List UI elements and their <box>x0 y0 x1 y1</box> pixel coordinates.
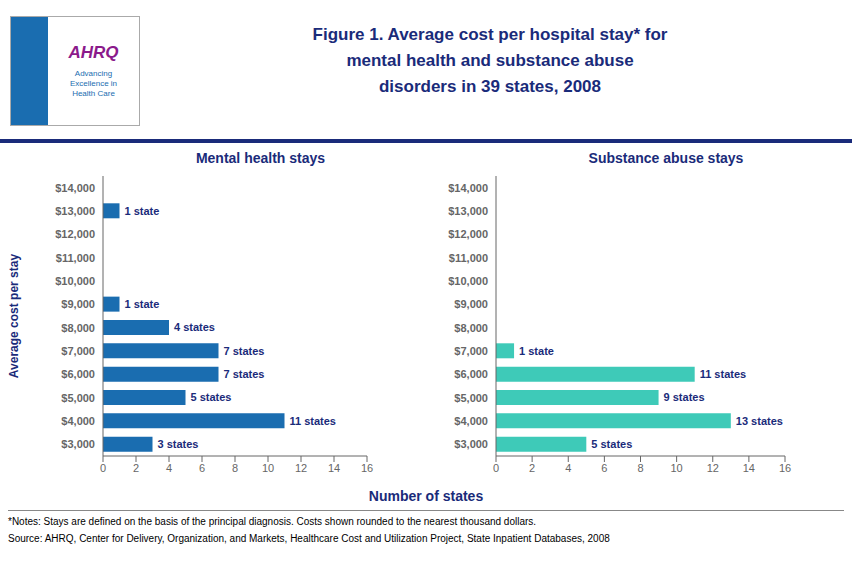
svg-text:3 states: 3 states <box>158 438 199 450</box>
svg-text:16: 16 <box>361 462 373 474</box>
svg-text:$3,000: $3,000 <box>454 438 488 450</box>
svg-text:$5,000: $5,000 <box>454 392 488 404</box>
svg-text:$13,000: $13,000 <box>448 205 488 217</box>
html-text:Number of states: Number of states <box>368 488 484 504</box>
svg-text:$10,000: $10,000 <box>55 275 95 287</box>
svg-text:10: 10 <box>262 462 274 474</box>
svg-text:1 state: 1 state <box>125 205 160 217</box>
html-text:mental health and substance ab: mental health and substance abuse <box>346 51 634 70</box>
svg-text:10: 10 <box>671 462 683 474</box>
svg-text:8: 8 <box>232 462 238 474</box>
svg-text:$5,000: $5,000 <box>61 392 95 404</box>
svg-text:$12,000: $12,000 <box>55 228 95 240</box>
svg-text:1 state: 1 state <box>125 298 160 310</box>
svg-text:$10,000: $10,000 <box>448 275 488 287</box>
svg-text:16: 16 <box>779 462 791 474</box>
svg-text:9 states: 9 states <box>664 391 705 403</box>
svg-text:$4,000: $4,000 <box>454 415 488 427</box>
html-text:Mental health stays: Mental health stays <box>195 150 326 166</box>
svg-text:$3,000: $3,000 <box>61 438 95 450</box>
svg-text:$12,000: $12,000 <box>448 228 488 240</box>
svg-text:$11,000: $11,000 <box>449 252 488 264</box>
svg-text:$7,000: $7,000 <box>61 345 95 357</box>
svg-text:14: 14 <box>743 462 755 474</box>
html-text:*Notes: Stays are defined on t: *Notes: Stays are defined on the basis o… <box>8 516 537 527</box>
svg-text:12: 12 <box>295 462 307 474</box>
svg-text:14: 14 <box>328 462 340 474</box>
svg-text:6: 6 <box>601 462 607 474</box>
svg-text:0: 0 <box>493 462 499 474</box>
svg-text:5 states: 5 states <box>591 438 632 450</box>
svg-text:0: 0 <box>100 462 106 474</box>
svg-text:2: 2 <box>529 462 535 474</box>
svg-text:7 states: 7 states <box>224 345 265 357</box>
html-text:Source: AHRQ, Center for Deliv: Source: AHRQ, Center for Delivery, Organ… <box>8 533 610 544</box>
svg-text:$6,000: $6,000 <box>61 368 95 380</box>
svg-text:$8,000: $8,000 <box>454 322 488 334</box>
html-text:Substance abuse stays: Substance abuse stays <box>588 150 744 166</box>
svg-text:5 states: 5 states <box>191 391 232 403</box>
html-text:Health Care: Health Care <box>72 89 115 98</box>
svg-text:7 states: 7 states <box>224 368 265 380</box>
html-text:Figure 1. Average cost per hos: Figure 1. Average cost per hospital stay… <box>312 25 668 44</box>
html-text:AHRQ: AHRQ <box>68 43 119 62</box>
svg-text:2: 2 <box>133 462 139 474</box>
svg-text:4: 4 <box>166 462 172 474</box>
svg-text:$14,000: $14,000 <box>55 182 95 194</box>
svg-text:$13,000: $13,000 <box>55 205 95 217</box>
svg-text:$8,000: $8,000 <box>61 322 95 334</box>
svg-text:Average cost per stay: Average cost per stay <box>8 254 21 379</box>
svg-text:$11,000: $11,000 <box>56 252 95 264</box>
svg-text:11 states: 11 states <box>290 415 336 427</box>
html-text:Excellence in: Excellence in <box>69 79 118 88</box>
html-text:disorders in 39 states, 2008: disorders in 39 states, 2008 <box>379 77 601 96</box>
svg-text:$9,000: $9,000 <box>454 298 488 310</box>
svg-text:11 states: 11 states <box>700 368 746 380</box>
svg-text:$7,000: $7,000 <box>454 345 488 357</box>
html-text:Advancing: Advancing <box>74 69 113 78</box>
svg-text:6: 6 <box>199 462 205 474</box>
svg-text:12: 12 <box>707 462 719 474</box>
svg-text:$9,000: $9,000 <box>61 298 95 310</box>
svg-text:4 states: 4 states <box>174 321 215 333</box>
svg-text:13 states: 13 states <box>736 415 783 427</box>
svg-text:1 state: 1 state <box>519 345 554 357</box>
svg-text:$4,000: $4,000 <box>61 415 95 427</box>
svg-text:$14,000: $14,000 <box>448 182 488 194</box>
svg-text:$6,000: $6,000 <box>454 368 488 380</box>
svg-text:8: 8 <box>637 462 643 474</box>
svg-text:4: 4 <box>565 462 571 474</box>
